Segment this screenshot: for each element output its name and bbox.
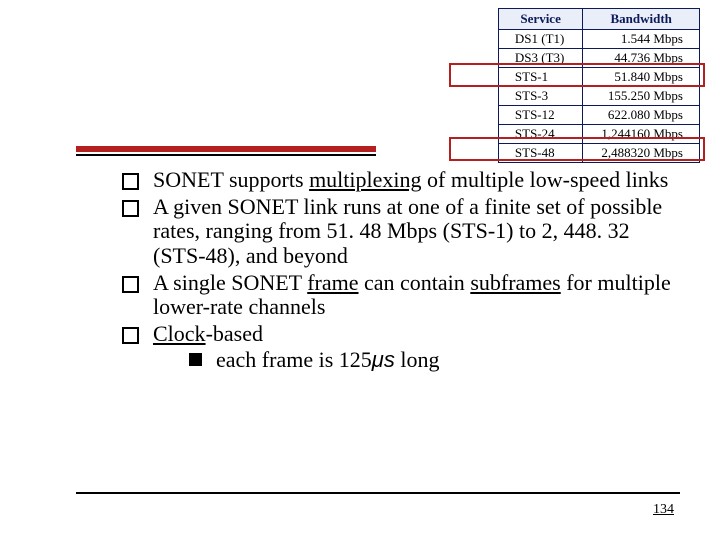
table-row: STS-1 51.840 Mbps [498,68,699,87]
bullet-text: SONET supports multiplexing of multiple … [153,168,682,193]
cell-service: STS-24 [498,125,582,144]
title-rule [76,146,376,156]
hollow-square-icon [122,173,139,190]
bullet-text: Clock-based each frame is 125μs long [153,322,682,373]
table-row: STS-24 1,244160 Mbps [498,125,699,144]
text-underline: subframes [470,270,560,295]
hollow-square-icon [122,276,139,293]
bullet-item: Clock-based each frame is 125μs long [122,322,682,373]
text-frag: A single SONET [153,270,307,295]
service-bandwidth-table: Service Bandwidth DS1 (T1) 1.544 Mbps DS… [498,8,700,163]
bullet-item: A single SONET frame can contain subfram… [122,271,682,320]
cell-bandwidth: 622.080 Mbps [583,106,700,125]
cell-bandwidth: 1.544 Mbps [583,30,700,49]
cell-service: DS1 (T1) [498,30,582,49]
bullet-item: A given SONET link runs at one of a fini… [122,195,682,269]
hollow-square-icon [122,200,139,217]
cell-bandwidth: 44.736 Mbps [583,49,700,68]
rule-black [76,154,376,156]
cell-service: DS3 (T3) [498,49,582,68]
text-underline: Clock [153,321,206,346]
table-row: STS-3 155.250 Mbps [498,87,699,106]
text-frag: -based [206,321,263,346]
col-service: Service [498,9,582,30]
table-header-row: Service Bandwidth [498,9,699,30]
bullet-text: A given SONET link runs at one of a fini… [153,195,682,269]
text-frag: long [395,347,440,372]
cell-service: STS-1 [498,68,582,87]
sub-bullet-item: each frame is 125μs long [189,348,682,373]
filled-square-icon [189,353,202,366]
text-underline: multiplexing [309,167,421,192]
page-number: 134 [653,502,674,518]
rule-red [76,146,376,152]
cell-bandwidth: 155.250 Mbps [583,87,700,106]
bullet-item: SONET supports multiplexing of multiple … [122,168,682,193]
table-row: DS1 (T1) 1.544 Mbps [498,30,699,49]
bottom-rule [76,492,680,494]
sub-text: each frame is 125μs long [216,348,439,373]
cell-service: STS-48 [498,144,582,163]
table-row: STS-48 2,488320 Mbps [498,144,699,163]
col-bandwidth: Bandwidth [583,9,700,30]
cell-service: STS-3 [498,87,582,106]
hollow-square-icon [122,327,139,344]
bullet-text: A single SONET frame can contain subfram… [153,271,682,320]
text-frag: can contain [359,270,471,295]
text-frag: SONET supports [153,167,309,192]
cell-bandwidth: 51.840 Mbps [583,68,700,87]
text-mu: μs [372,347,395,372]
cell-bandwidth: 1,244160 Mbps [583,125,700,144]
cell-bandwidth: 2,488320 Mbps [583,144,700,163]
bullet-list: SONET supports multiplexing of multiple … [122,168,682,375]
table-row: DS3 (T3) 44.736 Mbps [498,49,699,68]
text-frag: each frame is 125 [216,347,372,372]
text-underline: frame [307,270,358,295]
text-frag: of multiple low-speed links [422,167,669,192]
table-row: STS-12 622.080 Mbps [498,106,699,125]
cell-service: STS-12 [498,106,582,125]
